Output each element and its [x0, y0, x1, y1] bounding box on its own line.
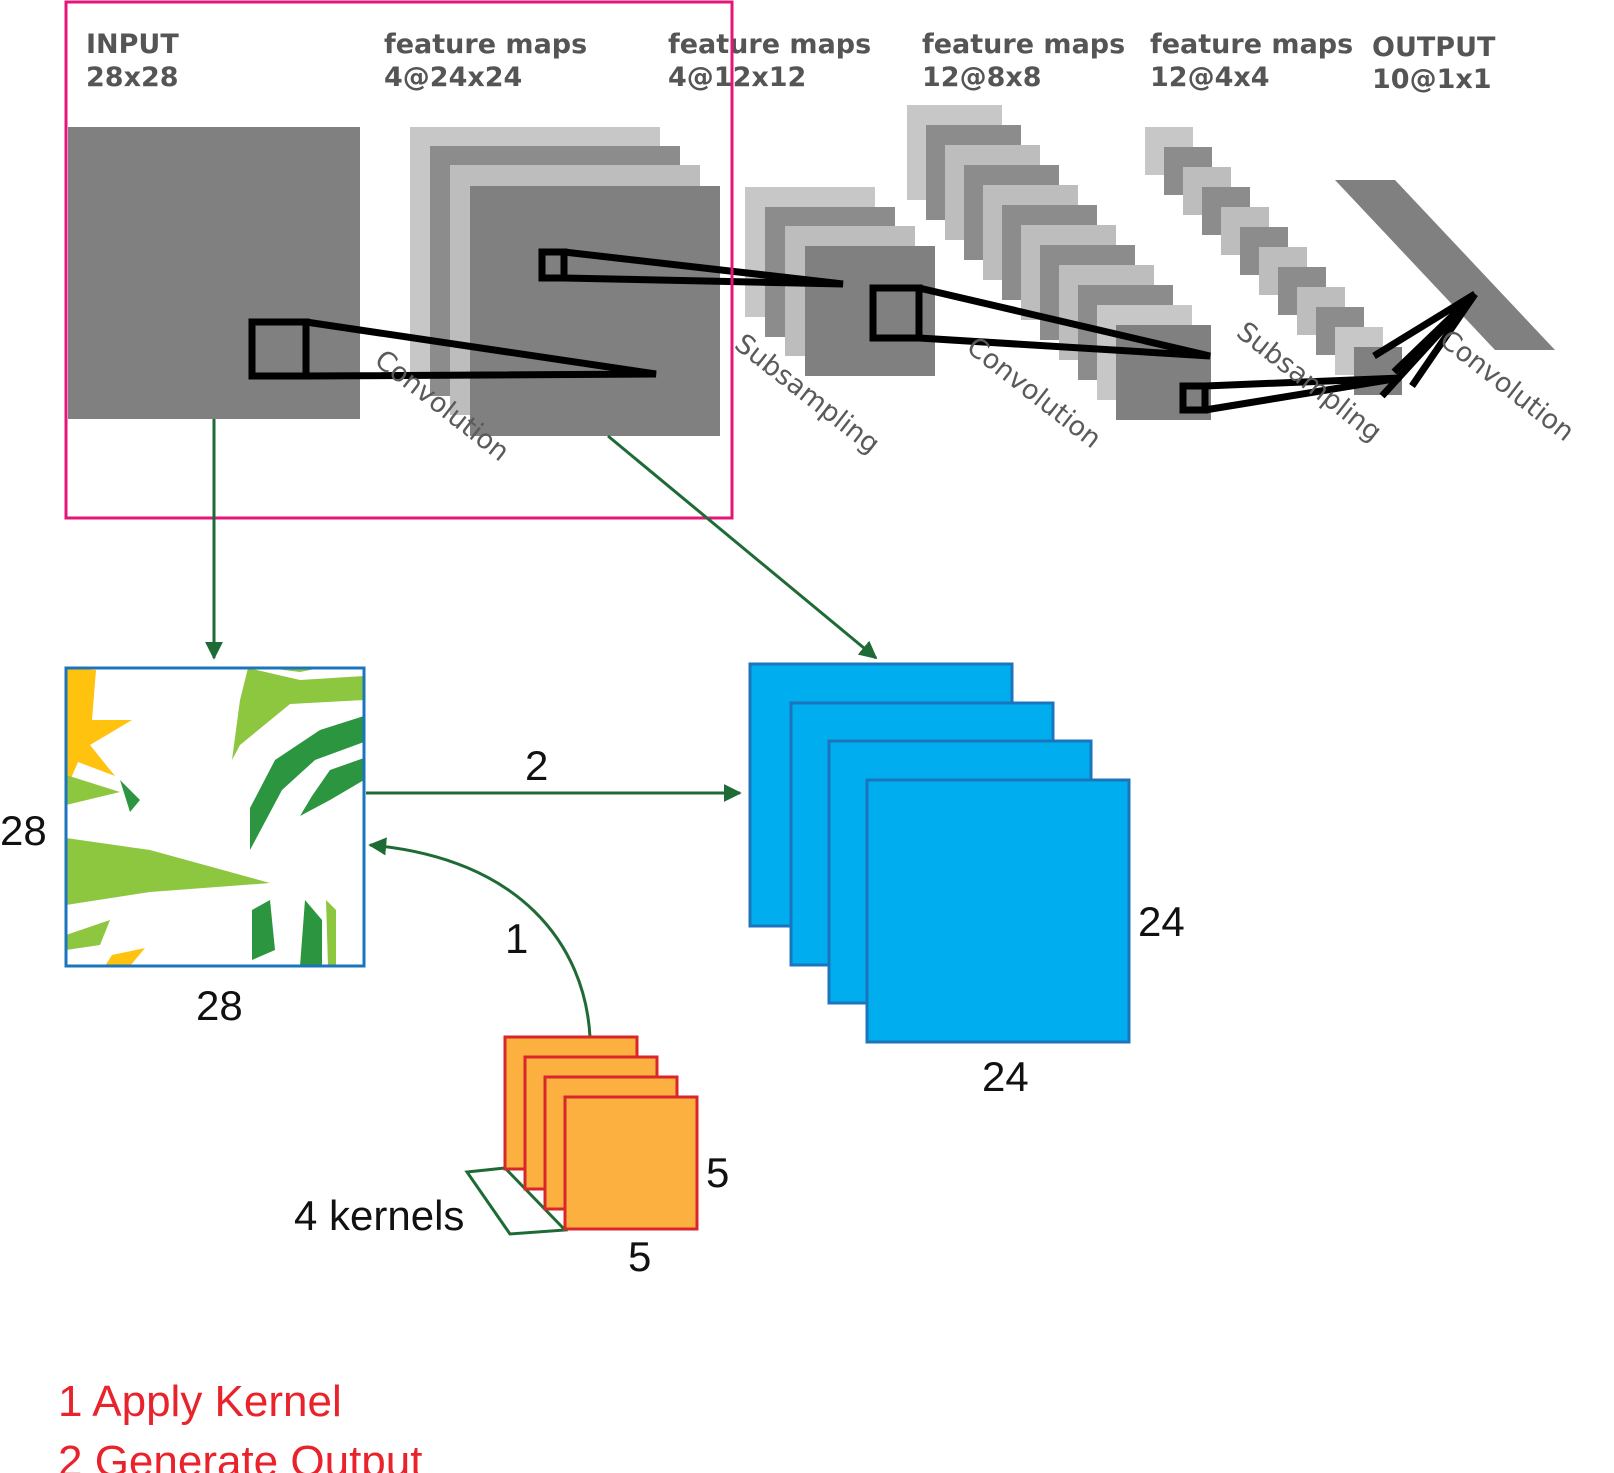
layer-title: feature maps — [1150, 29, 1353, 60]
legend: 1 Apply Kernel 2 Generate Output — [58, 1377, 422, 1473]
layer-size: 12@8x8 — [922, 62, 1042, 93]
layer-size: 28x28 — [86, 62, 179, 93]
output-feature-maps — [748, 662, 1131, 1044]
step-generate-label: 2 — [525, 742, 548, 789]
layer-headers: INPUT 28x28 feature maps 4@24x24 feature… — [86, 29, 1496, 95]
cnn-architecture: INPUT 28x28 feature maps 4@24x24 feature… — [64, 0, 1580, 520]
layer-title: feature maps — [668, 29, 871, 60]
output-slab — [1335, 180, 1555, 350]
palm-leaves-image — [66, 668, 364, 966]
feature-maps-4-12 — [745, 187, 935, 376]
layer-size: 12@4x4 — [1150, 62, 1270, 93]
kernels-count-label: 4 kernels — [294, 1192, 464, 1239]
feature-maps-12-4 — [1145, 127, 1402, 395]
dimension-labels: 28 28 24 24 5 5 4 kernels 1 2 — [0, 742, 1185, 1280]
apply-kernel-arrow — [368, 837, 592, 1038]
legend-item-generate-output: 2 Generate Output — [58, 1437, 422, 1473]
kernel-height-label: 5 — [706, 1149, 729, 1196]
kernel-width-label: 5 — [628, 1233, 651, 1280]
layer-title: INPUT — [86, 29, 179, 60]
layer-title: OUTPUT — [1372, 32, 1496, 63]
layer-title: feature maps — [922, 29, 1125, 60]
kernels — [464, 1035, 699, 1236]
feature-maps-4-24 — [410, 127, 720, 436]
highlight-box — [64, 0, 734, 520]
layer-size: 4@12x12 — [668, 62, 806, 93]
input-height-label: 28 — [0, 807, 47, 854]
layer-size: 10@1x1 — [1372, 64, 1492, 95]
legend-item-apply-kernel: 1 Apply Kernel — [58, 1377, 342, 1426]
connector-arrows — [205, 419, 878, 1038]
output-width-label: 24 — [982, 1053, 1029, 1100]
layer-size: 4@24x24 — [384, 62, 522, 93]
receptive-field-cones — [248, 248, 1478, 414]
step-apply-label: 1 — [505, 915, 528, 962]
input-width-label: 28 — [196, 982, 243, 1029]
output-height-label: 24 — [1138, 898, 1185, 945]
featuremap-down-arrow — [607, 434, 878, 660]
input-plane — [68, 127, 360, 419]
layer-title: feature maps — [384, 29, 587, 60]
input-image — [64, 666, 366, 968]
